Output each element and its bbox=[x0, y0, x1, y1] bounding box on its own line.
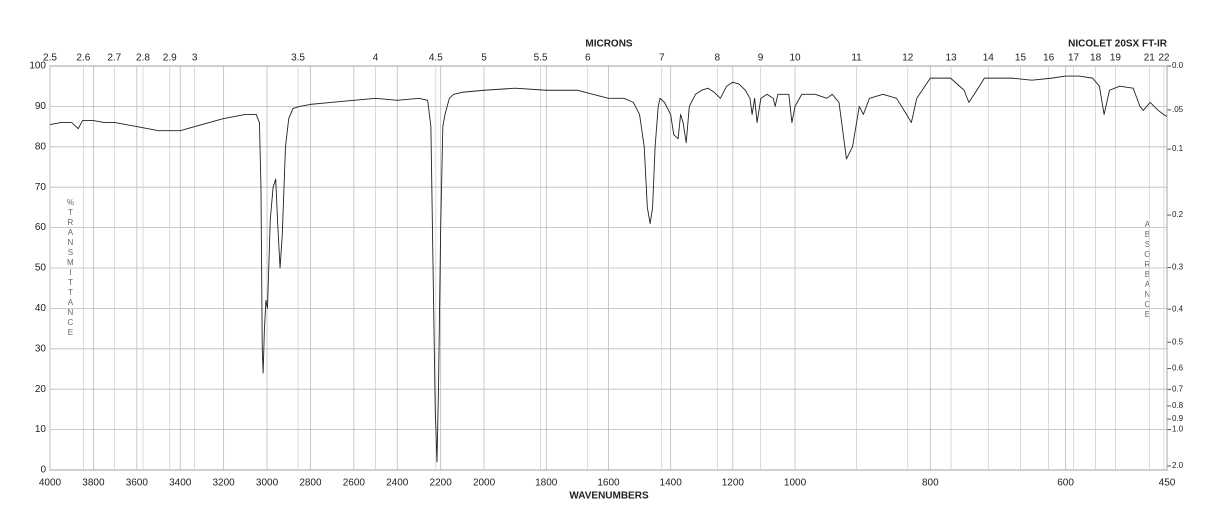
x2-tick-label: 9 bbox=[758, 53, 764, 64]
x-tick-label: 4000 bbox=[39, 478, 62, 489]
x-tick-label: 1800 bbox=[535, 478, 558, 489]
x2-tick-label: 14 bbox=[983, 53, 995, 64]
x-tick-label: 3800 bbox=[82, 478, 105, 489]
x2-tick-label: 3 bbox=[192, 53, 198, 64]
x-tick-label: 1200 bbox=[722, 478, 745, 489]
y2-tick-label: 0.0 bbox=[1172, 61, 1184, 70]
x2-tick-label: 18 bbox=[1090, 53, 1102, 64]
x2-tick-label: 3.5 bbox=[291, 53, 305, 64]
y-tick-label: 50 bbox=[35, 263, 47, 274]
y2-axis-title: ABSORBANCE bbox=[1143, 220, 1152, 320]
y2-tick-label: 0.6 bbox=[1172, 364, 1184, 373]
y2-tick-label: 0.5 bbox=[1172, 337, 1184, 346]
y2-tick-label: 2.0 bbox=[1172, 461, 1184, 470]
x-tick-label: 1000 bbox=[784, 478, 807, 489]
x-axis-title: WAVENUMBERS bbox=[569, 491, 649, 502]
x2-tick-label: 22 bbox=[1158, 53, 1170, 64]
x-tick-label: 1600 bbox=[597, 478, 620, 489]
y2-tick-label: 0.2 bbox=[1172, 210, 1184, 219]
y-tick-label: 10 bbox=[35, 424, 47, 435]
x2-tick-label: 10 bbox=[789, 53, 801, 64]
y2-tick-label: 0.3 bbox=[1172, 263, 1184, 272]
x-tick-label: 2000 bbox=[473, 478, 496, 489]
x2-tick-label: 4.5 bbox=[429, 53, 443, 64]
y2-tick-label: .05 bbox=[1172, 105, 1184, 114]
x-tick-label: 2400 bbox=[386, 478, 409, 489]
y2-tick-label: 0.9 bbox=[1172, 414, 1184, 423]
y-tick-label: 40 bbox=[35, 303, 47, 314]
x-tick-label: 800 bbox=[922, 478, 939, 489]
x-tick-label: 600 bbox=[1057, 478, 1074, 489]
x-tick-label: 2600 bbox=[343, 478, 366, 489]
spectrum-line bbox=[49, 75, 1168, 463]
x2-axis-title: MICRONS bbox=[585, 39, 633, 50]
y2-tick-label: 0.7 bbox=[1172, 385, 1184, 394]
x-tick-label: 2800 bbox=[299, 478, 322, 489]
x2-tick-label: 2.5 bbox=[43, 53, 57, 64]
x2-tick-label: 15 bbox=[1015, 53, 1027, 64]
y2-tick-label: 1.0 bbox=[1172, 425, 1184, 434]
x2-tick-label: 5 bbox=[481, 53, 487, 64]
y2-tick-label: 0.1 bbox=[1172, 144, 1184, 153]
x2-tick-label: 19 bbox=[1110, 53, 1122, 64]
x-tick-label: 3400 bbox=[169, 478, 192, 489]
y2-tick-label: 0.4 bbox=[1172, 304, 1184, 313]
x2-tick-label: 16 bbox=[1043, 53, 1055, 64]
x2-tick-label: 8 bbox=[715, 53, 721, 64]
x2-tick-label: 11 bbox=[851, 53, 862, 64]
y-tick-label: 60 bbox=[35, 222, 47, 233]
x2-tick-label: 2.8 bbox=[136, 53, 150, 64]
x2-tick-label: 2.7 bbox=[107, 53, 121, 64]
y-tick-label: 20 bbox=[35, 384, 47, 395]
y-tick-label: 80 bbox=[35, 141, 47, 152]
x2-tick-label: 5.5 bbox=[534, 53, 548, 64]
x-tick-label: 3600 bbox=[126, 478, 149, 489]
x2-tick-label: 2.9 bbox=[163, 53, 177, 64]
x2-tick-label: 21 bbox=[1144, 53, 1156, 64]
x2-tick-label: 2.6 bbox=[76, 53, 90, 64]
y2-tick-label: 0.8 bbox=[1172, 401, 1184, 410]
y-tick-label: 100 bbox=[29, 61, 46, 72]
x-tick-label: 2200 bbox=[430, 478, 453, 489]
y-tick-label: 90 bbox=[35, 101, 47, 112]
x-tick-label: 3200 bbox=[213, 478, 236, 489]
y-tick-label: 30 bbox=[35, 343, 47, 354]
x2-tick-label: 17 bbox=[1068, 53, 1080, 64]
x2-tick-label: 12 bbox=[902, 53, 914, 64]
x2-tick-label: 6 bbox=[585, 53, 591, 64]
y-tick-label: 0 bbox=[40, 465, 46, 476]
x2-tick-label: 13 bbox=[946, 53, 958, 64]
x2-tick-label: 7 bbox=[659, 53, 665, 64]
x-tick-label: 450 bbox=[1159, 478, 1176, 489]
x2-tick-label: 4 bbox=[373, 53, 379, 64]
x-tick-label: 1400 bbox=[660, 478, 683, 489]
y-tick-label: 70 bbox=[35, 182, 47, 193]
x-tick-label: 3000 bbox=[256, 478, 279, 489]
chart-title: NICOLET 20SX FT-IR bbox=[1068, 39, 1168, 50]
